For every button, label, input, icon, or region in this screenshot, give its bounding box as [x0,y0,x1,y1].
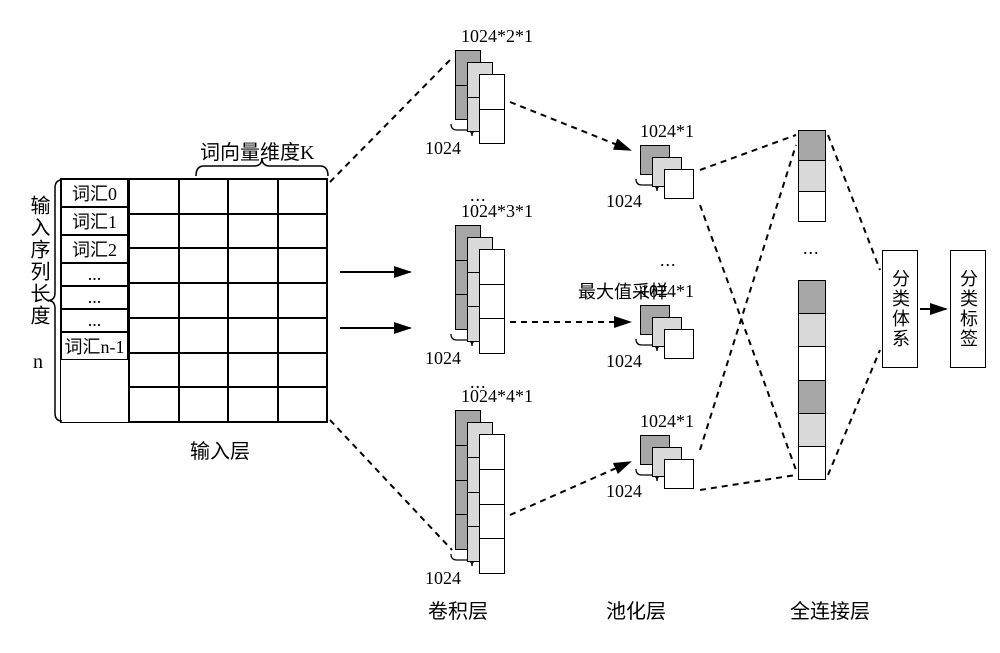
input-row-label: ... [61,309,128,332]
diagram-root: { "canvas": { "width": 1000, "height": 6… [10,10,1000,643]
pool-map [664,459,694,489]
conv-featuremap [479,434,505,574]
input-cell [278,353,328,388]
label-seq-len: 输入序列长度 n [24,195,53,375]
ellipsis-fc: ... [803,238,820,259]
caption-fc: 全连接层 [790,595,870,624]
pool-map [664,169,694,199]
input-cell [278,283,328,318]
input-cell [228,387,278,422]
input-cell [179,353,229,388]
input-cell [129,214,179,249]
input-cell [179,318,229,353]
pool-1024-label: 1024 [606,191,642,212]
conv-dim-label: 1024*2*1 [461,26,533,47]
conv-featuremap [479,74,505,144]
input-row-labels: 词汇0词汇1词汇2.........词汇n-1 [60,178,128,423]
pool-dim-label: 1024*1 [640,411,694,432]
box-cls-label: 分类标签 [950,250,986,368]
input-cell [179,387,229,422]
caption-conv: 卷积层 [428,595,488,624]
input-cell [228,214,278,249]
fc-cell [799,414,825,447]
fc-cell [799,281,825,314]
input-cell [179,179,229,214]
ellipsis-conv-1: ... [470,185,487,206]
input-row-label: 词汇n-1 [61,332,128,360]
input-cell [129,387,179,422]
label-maxpool: 最大值采样 [578,278,668,304]
fc-cell [799,447,825,479]
conv-filters-label: 1024 [425,568,461,589]
input-row-label: ... [61,286,128,309]
input-cell [228,283,278,318]
input-cell [278,318,328,353]
input-cell [129,318,179,353]
input-cell [228,318,278,353]
caption-pool: 池化层 [606,595,666,624]
input-cell [179,214,229,249]
fc-cell [799,161,825,191]
input-cell [278,179,328,214]
input-cell [129,283,179,318]
fc-cell [799,192,825,221]
input-cell [179,248,229,283]
fc-cell [799,347,825,380]
input-cell [129,353,179,388]
caption-input: 输入层 [190,435,250,464]
fc-column [798,130,826,222]
pool-1024-label: 1024 [606,351,642,372]
fc-cell [799,381,825,414]
input-cell [228,179,278,214]
ellipsis-pool: ... [660,250,677,271]
input-grid [128,178,328,423]
input-row-label: 词汇0 [61,179,128,207]
input-cell [129,248,179,283]
input-cell [278,214,328,249]
pool-dim-label: 1024*1 [640,121,694,142]
fc-cell [799,131,825,161]
input-cell [278,387,328,422]
fc-cell [799,314,825,347]
fc-column [798,280,826,480]
ellipsis-conv-2: ... [470,372,487,393]
conv-filters-label: 1024 [425,348,461,369]
input-cell [278,248,328,283]
input-row-label: ... [61,263,128,286]
input-cell [228,248,278,283]
conv-featuremap [479,249,505,354]
pool-1024-label: 1024 [606,481,642,502]
input-cell [129,179,179,214]
input-cell [228,353,278,388]
label-dim-k: 词向量维度K [200,136,314,165]
conv-filters-label: 1024 [425,138,461,159]
input-row-label: 词汇2 [61,235,128,263]
text-cls-label: 分类标签 [955,269,981,349]
input-row-label: 词汇1 [61,207,128,235]
input-cell [179,283,229,318]
text-cls-system: 分类体系 [887,269,913,349]
pool-map [664,329,694,359]
box-cls-system: 分类体系 [882,250,918,368]
